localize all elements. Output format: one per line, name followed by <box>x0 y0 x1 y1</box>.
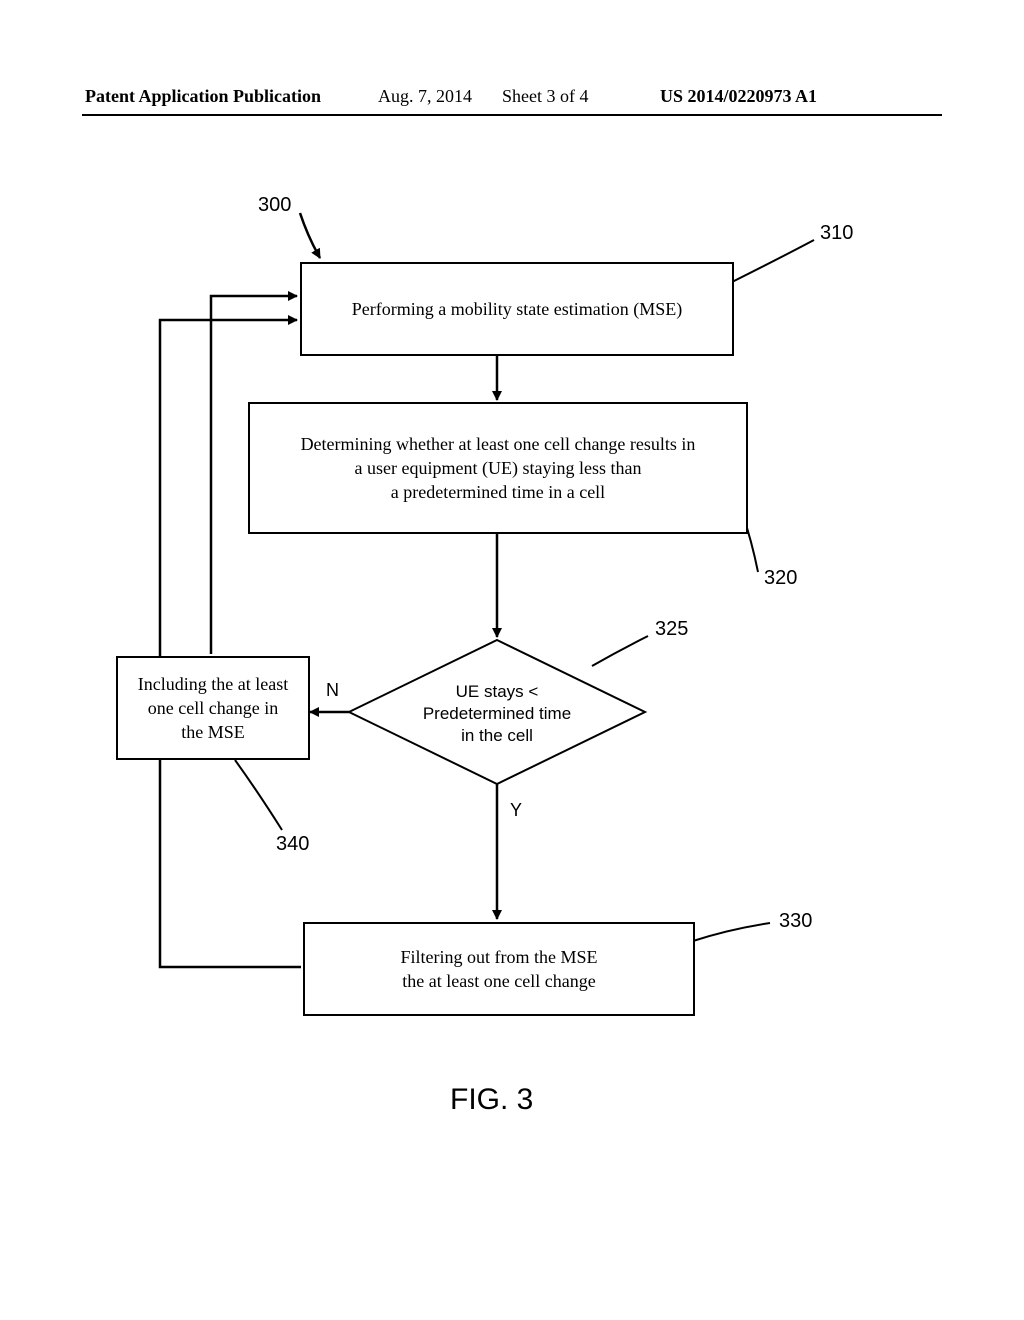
leader-330 <box>693 923 770 941</box>
leader-325 <box>592 636 648 666</box>
node-320: Determining whether at least one cell ch… <box>248 402 748 534</box>
ref-330: 330 <box>779 910 812 933</box>
leader-340 <box>235 760 282 830</box>
ref-300-arrow <box>300 213 320 258</box>
ref-310: 310 <box>820 222 853 245</box>
ref-320: 320 <box>764 567 797 590</box>
leader-310 <box>732 240 814 282</box>
ref-340: 340 <box>276 833 309 856</box>
node-325-text: UE stays < Predetermined time in the cel… <box>407 681 587 747</box>
page: Patent Application Publication Aug. 7, 2… <box>0 0 1024 1320</box>
figure-caption: FIG. 3 <box>450 1083 533 1117</box>
node-320-text: Determining whether at least one cell ch… <box>291 426 706 511</box>
label-N: N <box>326 680 339 701</box>
node-330: Filtering out from the MSE the at least … <box>303 922 695 1016</box>
node-310: Performing a mobility state estimation (… <box>300 262 734 356</box>
node-340: Including the at least one cell change i… <box>116 656 310 760</box>
node-330-text: Filtering out from the MSE the at least … <box>391 939 608 1000</box>
label-Y: Y <box>510 800 522 821</box>
node-340-text: Including the at least one cell change i… <box>128 666 298 751</box>
node-310-text: Performing a mobility state estimation (… <box>342 291 692 327</box>
ref-325: 325 <box>655 618 688 641</box>
ref-300: 300 <box>258 194 291 217</box>
